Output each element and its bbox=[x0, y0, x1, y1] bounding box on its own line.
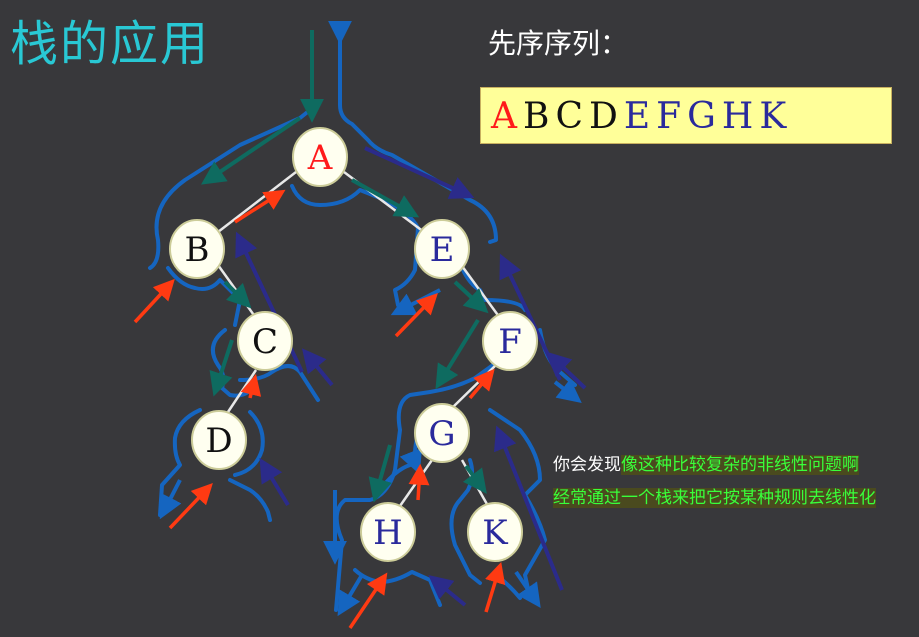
sequence-letter: A bbox=[491, 96, 517, 137]
subtitle-plain: 你会发现 bbox=[553, 455, 621, 475]
node-D: D bbox=[191, 410, 247, 470]
sequence-letter: K bbox=[759, 96, 787, 137]
node-label: H bbox=[373, 513, 403, 553]
subtitle-highlight: 经常通过一个栈来把它按某种规则去线性化 bbox=[553, 488, 876, 508]
teal-arrows bbox=[201, 30, 489, 503]
subtitle-line-2: 经常通过一个栈来把它按某种规则去线性化 bbox=[553, 486, 876, 510]
node-G: G bbox=[414, 403, 470, 463]
node-A: A bbox=[292, 127, 348, 187]
node-label: E bbox=[430, 230, 455, 270]
sequence-letter: E bbox=[623, 96, 651, 137]
edge-A-B bbox=[217, 171, 297, 233]
sequence-letter: D bbox=[589, 96, 618, 137]
sequence-letter: H bbox=[721, 96, 754, 137]
subtitle-highlight: 像这种比较复杂的非线性问题啊 bbox=[621, 455, 859, 475]
node-H: H bbox=[360, 502, 416, 562]
sequence-letter: G bbox=[687, 96, 716, 137]
red-arrows bbox=[133, 189, 506, 629]
sequence-label: 先序序列： bbox=[488, 27, 629, 60]
node-label: C bbox=[252, 322, 278, 362]
node-C: C bbox=[237, 311, 293, 371]
node-label: K bbox=[482, 513, 508, 553]
node-B: B bbox=[169, 219, 225, 279]
sequence-letter: B bbox=[523, 96, 550, 137]
node-E: E bbox=[414, 219, 470, 279]
node-label: F bbox=[498, 322, 522, 362]
node-K: K bbox=[467, 502, 523, 562]
node-label: D bbox=[205, 421, 232, 461]
sequence-letter: F bbox=[656, 96, 682, 137]
node-label: G bbox=[428, 414, 455, 454]
page-title: 栈的应用 bbox=[10, 16, 211, 72]
node-F: F bbox=[482, 311, 538, 371]
node-label: B bbox=[185, 230, 210, 270]
sequence-letter: C bbox=[555, 96, 584, 137]
subtitle-line-1: 你会发现像这种比较复杂的非线性问题啊 bbox=[553, 453, 859, 477]
node-label: A bbox=[307, 138, 333, 178]
